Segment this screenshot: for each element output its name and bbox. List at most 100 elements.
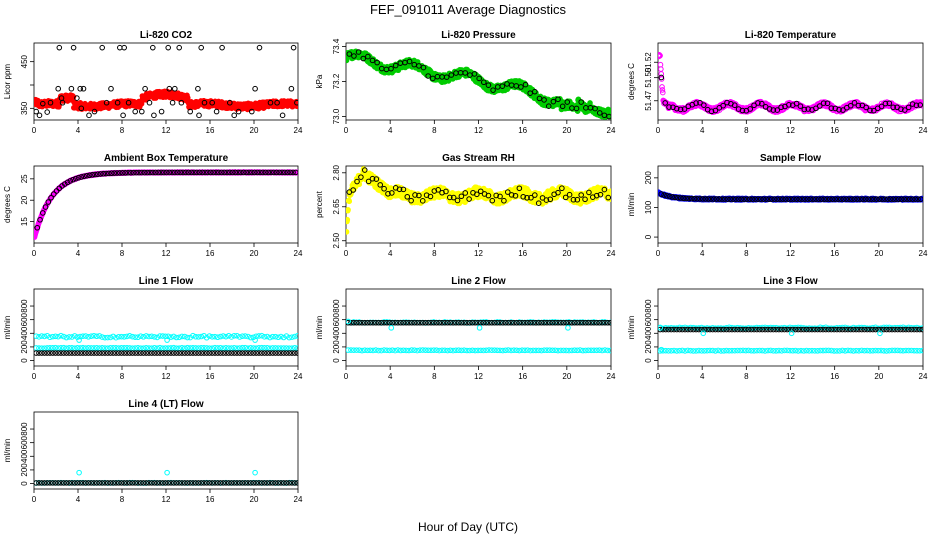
pressure-data-point [555, 96, 561, 103]
line1-y-axis-label: ml/min [3, 316, 12, 340]
sampleflow-data-point [884, 196, 891, 202]
temperature-data-point [836, 106, 842, 113]
line1-data-point [143, 350, 149, 356]
temperature-data-point [797, 103, 804, 109]
ambient-x-tick-label: 0 [32, 249, 37, 258]
co2-data-point [56, 44, 63, 51]
ambient-data-point [257, 169, 263, 176]
ambient-data-point [194, 169, 200, 176]
pressure-data-point [608, 113, 611, 120]
ambient-data-point [42, 204, 49, 210]
pressure-data-point [481, 79, 487, 86]
sampleflow-data-point [846, 196, 852, 202]
line1-data-point [77, 345, 83, 351]
sampleflow-data-point [661, 192, 667, 198]
co2-data-point [55, 85, 62, 92]
ambient-data-point [216, 169, 222, 176]
sampleflow-data-point [664, 193, 670, 199]
line1-data-point [275, 334, 282, 341]
line1-data-point [104, 350, 111, 356]
pressure-data-point [355, 49, 362, 55]
ambient-data-point [86, 172, 93, 179]
sampleflow-data-point [826, 196, 833, 202]
sampleflow-data-point [779, 196, 786, 202]
line1-data-point [69, 350, 75, 356]
pressure-data-point [420, 64, 427, 71]
rh-data-point [450, 194, 457, 201]
temperature-data-point [677, 106, 684, 113]
line1-data-point [74, 344, 81, 351]
co2-y-tick-label: 450 [20, 54, 29, 68]
line1-data-point [146, 350, 152, 356]
figure-x-axis-label: Hour of Day (UTC) [418, 520, 518, 534]
ambient-data-point [172, 169, 178, 176]
temperature-data-point [886, 100, 893, 107]
temperature-data-point [658, 66, 664, 72]
ambient-data-point [161, 169, 167, 176]
ambient-points [34, 169, 298, 240]
ambient-data-point [95, 171, 101, 177]
sampleflow-data-point [675, 194, 681, 201]
line1-data-point [209, 333, 215, 340]
rh-x-tick-label: 20 [562, 249, 571, 258]
sampleflow-data-point [708, 196, 714, 202]
line1-data-point [261, 345, 268, 351]
rh-data-point [535, 200, 542, 206]
ambient-data-point [199, 169, 206, 176]
sampleflow-x-tick-label: 24 [919, 249, 928, 258]
ambient-data-point [282, 169, 288, 176]
rh-y-tick-label: 2.65 [332, 198, 341, 214]
sampleflow-data-point [796, 196, 803, 202]
line1-data-point [247, 334, 254, 341]
line1-data-point [69, 344, 75, 351]
temperature-x-tick-label: 12 [786, 126, 795, 135]
sampleflow-data-point [741, 196, 747, 202]
line1-data-point [179, 333, 185, 340]
line1-data-point [80, 344, 86, 351]
line1-data-point [58, 332, 64, 339]
pressure-x-tick-label: 12 [474, 126, 483, 135]
co2-data-point [139, 108, 145, 115]
ambient-data-point [125, 169, 131, 176]
line1-data-point [283, 333, 290, 339]
ambient-data-point [243, 169, 250, 176]
line1-data-point [91, 350, 97, 356]
line1-data-point [80, 350, 86, 356]
line1-data-point [47, 334, 53, 341]
line1-data-point [126, 350, 133, 356]
line1-data-point [110, 333, 116, 340]
sampleflow-data-point [755, 196, 761, 202]
line1-data-point [173, 350, 180, 356]
ambient-y-tick-label: 20 [20, 195, 29, 204]
line1-data-point [71, 333, 78, 339]
rh-data-point [396, 186, 403, 193]
sampleflow-points [658, 189, 923, 203]
ambient-data-point [89, 172, 96, 178]
sampleflow-data-point [760, 196, 767, 202]
line1-data-point [187, 345, 193, 351]
temperature-y-axis-label: degrees C [627, 63, 636, 100]
co2-data-point [142, 85, 148, 92]
line1-y-tick-label: 600 [20, 312, 29, 326]
line1-data-point [179, 350, 185, 356]
line1-data-point [82, 350, 89, 356]
sampleflow-data-point [719, 196, 725, 202]
ambient-data-point [268, 169, 274, 176]
rh-data-point [373, 176, 380, 182]
pressure-x-tick-label: 16 [518, 126, 527, 135]
co2-data-point [219, 44, 225, 51]
pressure-data-point [471, 71, 478, 77]
line1-series-high-res-b [34, 344, 298, 352]
temperature-data-point [660, 89, 666, 96]
sampleflow-data-point [669, 194, 676, 200]
co2-data-point [213, 108, 220, 115]
rh-data-point [605, 194, 611, 201]
sampleflow-data-point [893, 196, 899, 202]
ambient-data-point [45, 199, 52, 205]
ambient-x-tick-label: 16 [206, 249, 215, 258]
pressure-data-point [346, 51, 353, 57]
temperature-data-point [708, 108, 715, 115]
line1-data-point [228, 334, 235, 340]
co2-x-tick-label: 16 [206, 126, 215, 135]
line1-data-point [77, 333, 83, 340]
